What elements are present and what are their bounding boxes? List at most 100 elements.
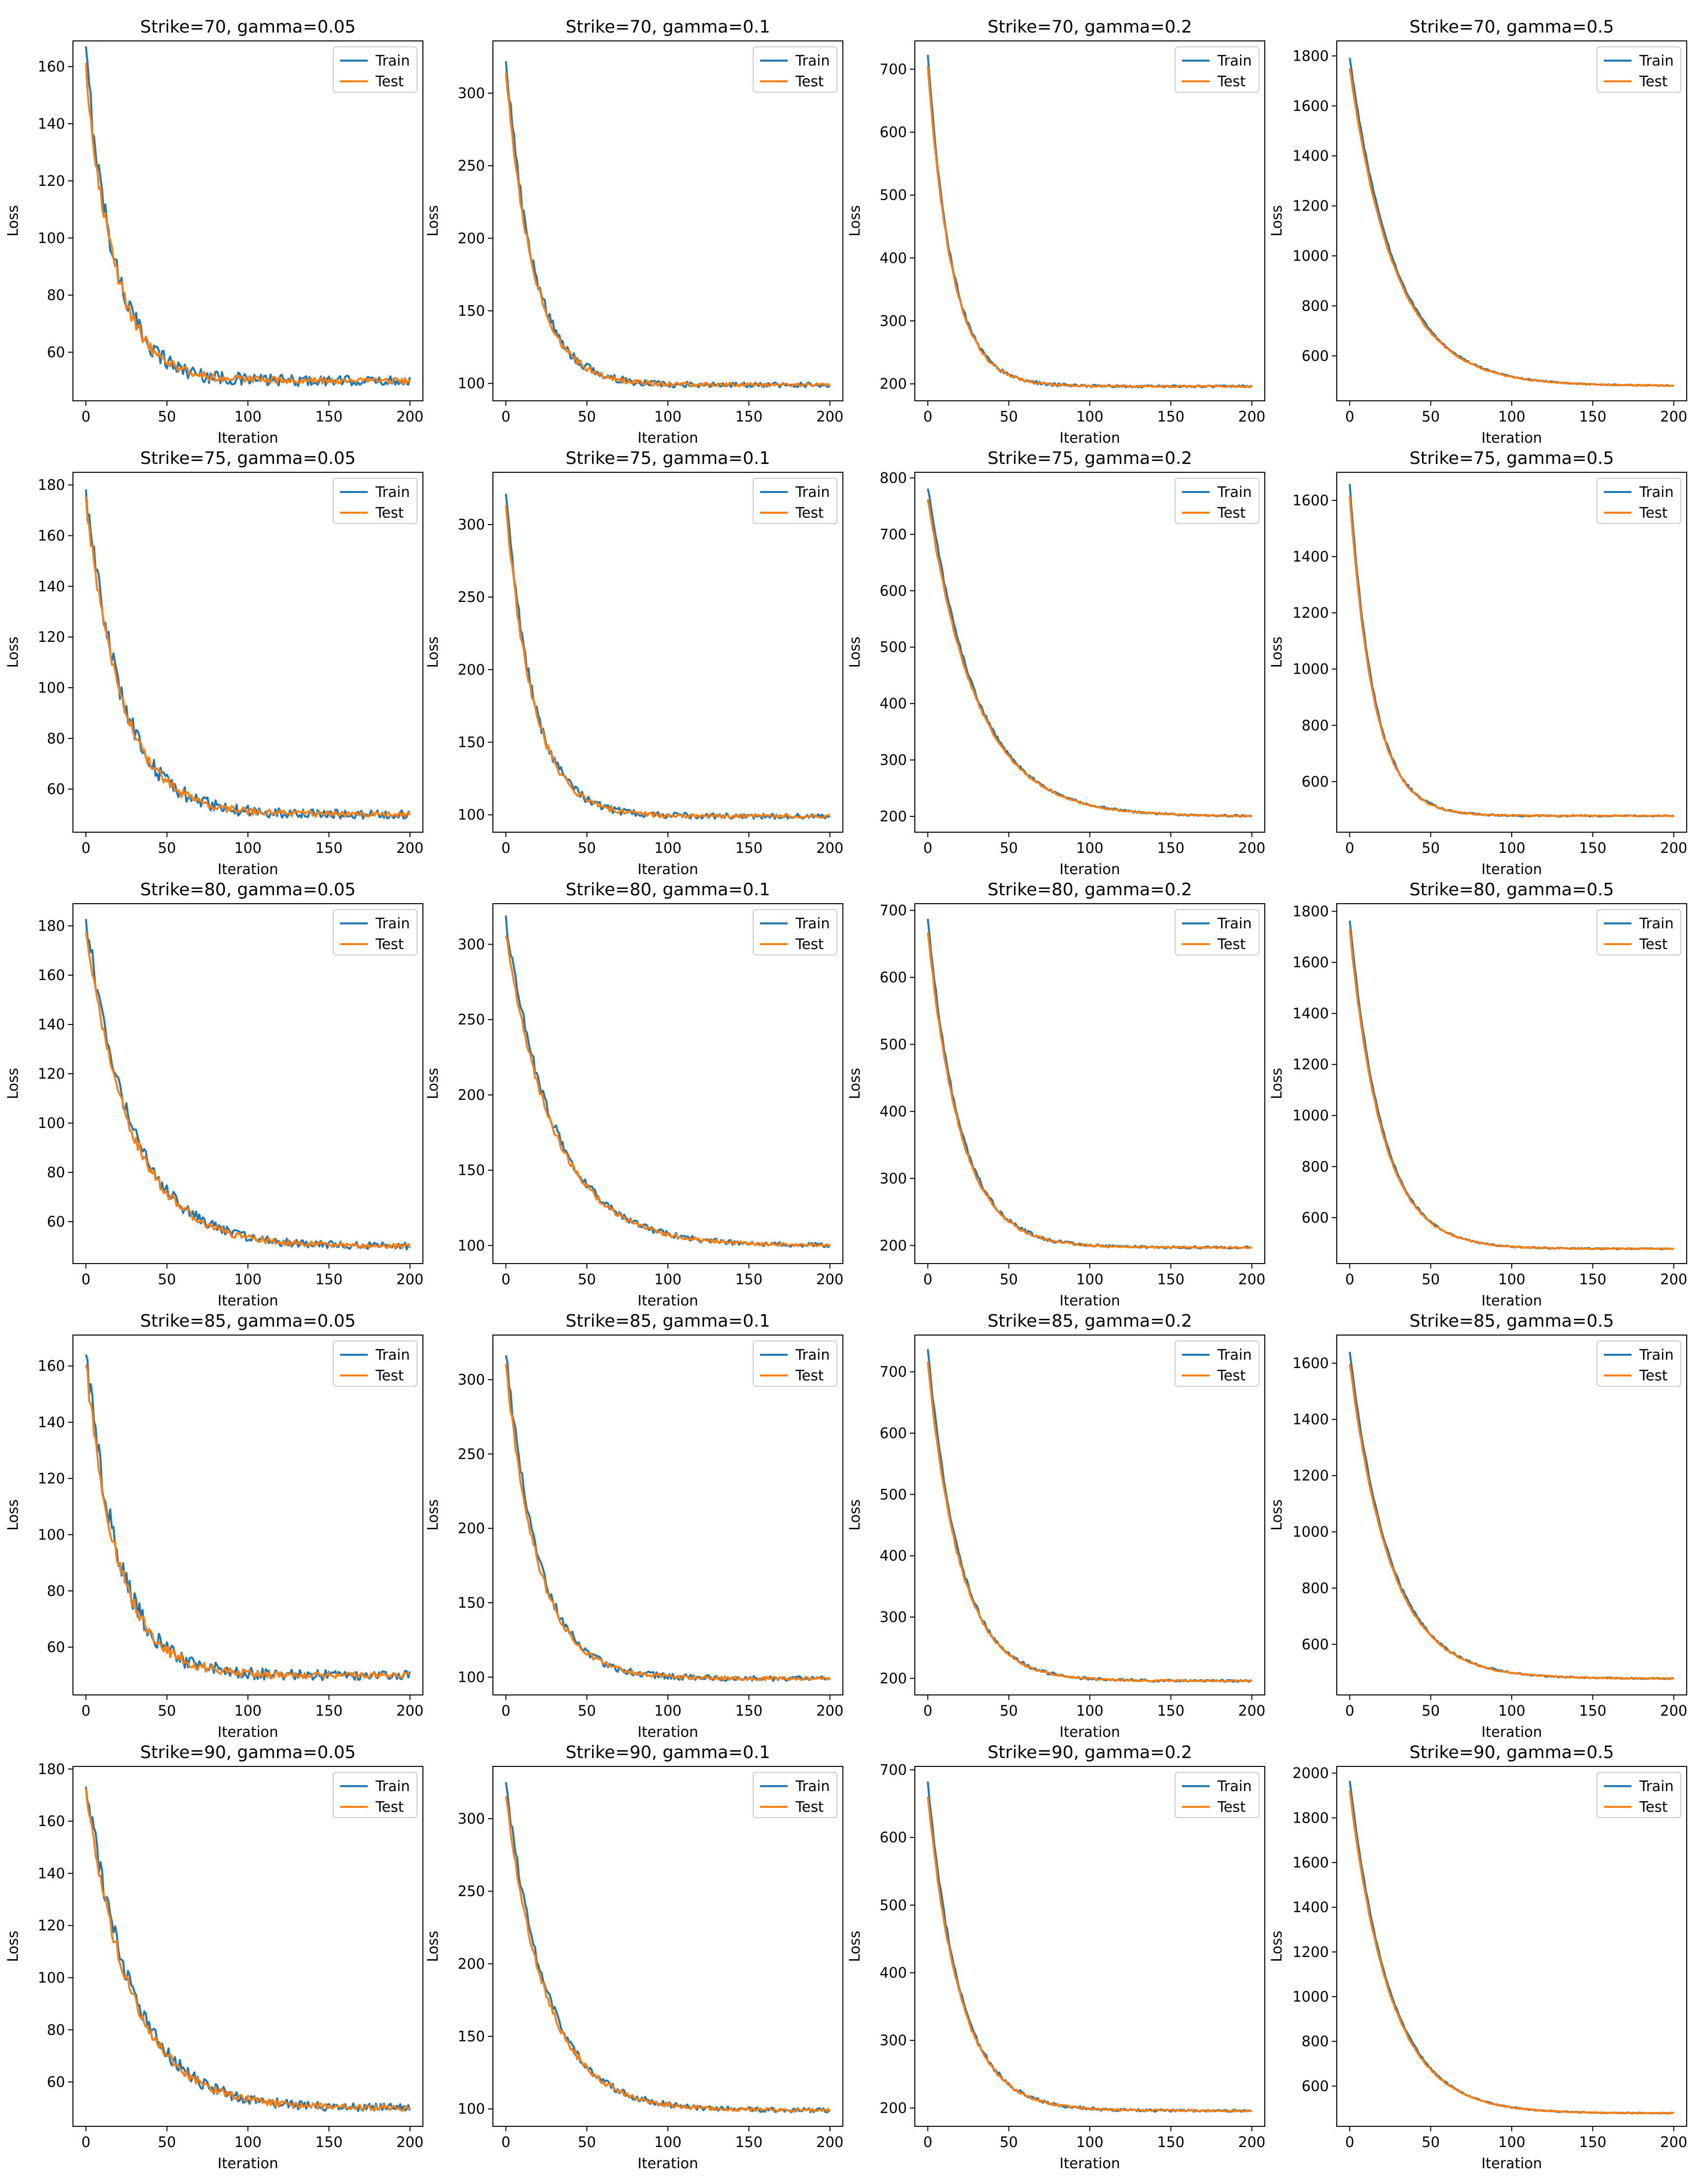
- y-tick-label: 250: [458, 1445, 485, 1462]
- legend: Train Test: [1175, 478, 1259, 524]
- x-tick-label: 0: [81, 1271, 90, 1288]
- x-tick-label: 200: [1238, 1271, 1265, 1288]
- subplot-16: 0 50 100 150 200 600 800 1000 1200 1400 1600 Strike…: [1268, 1311, 1687, 1740]
- x-tick-label: 200: [816, 1702, 843, 1719]
- x-tick-label: 100: [1076, 408, 1103, 425]
- y-axis-label: Loss: [846, 636, 863, 668]
- x-tick-label: 100: [1076, 1271, 1103, 1288]
- y-tick-label: 120: [38, 1065, 65, 1082]
- y-axis-label: Loss: [4, 1068, 21, 1099]
- y-tick-label: 100: [458, 1237, 485, 1254]
- subplot-title: Strike=80, gamma=0.05: [140, 880, 355, 900]
- axes-frame: [914, 903, 1265, 1264]
- y-tick-label: 600: [1302, 2078, 1329, 2094]
- axes-frame: [72, 472, 423, 833]
- y-tick-label: 150: [458, 734, 485, 751]
- y-axis-label: Loss: [846, 1931, 863, 1962]
- series-line-train: [927, 918, 1252, 1250]
- series-line-test: [1349, 1791, 1674, 2115]
- subplot-title: Strike=90, gamma=0.05: [140, 1743, 355, 1762]
- x-tick-label: 50: [1422, 1271, 1440, 1288]
- y-axis-label: Loss: [4, 205, 21, 237]
- y-tick-label: 80: [47, 1164, 65, 1181]
- y-tick-label: 1000: [1292, 661, 1329, 677]
- x-axis-label: Iteration: [217, 1724, 278, 1740]
- y-tick-label: 160: [38, 1813, 65, 1830]
- x-tick-label: 150: [1157, 840, 1184, 856]
- x-tick-label: 150: [315, 1271, 343, 1288]
- y-tick-label: 700: [880, 1761, 907, 1778]
- y-axis-label: Loss: [846, 1499, 863, 1531]
- series-line-train: [85, 1786, 411, 2112]
- series-line-test: [505, 72, 831, 387]
- x-tick-label: 100: [1498, 1702, 1525, 1719]
- x-tick-label: 200: [1660, 1702, 1687, 1719]
- y-tick-label: 120: [38, 629, 65, 645]
- axes-frame: [492, 1766, 843, 2127]
- subplot-11: 0 50 100 150 200 200 300 400 500 600 700 Strike=80,…: [846, 880, 1265, 1309]
- axes-frame: [914, 1335, 1265, 1695]
- subplot-title: Strike=70, gamma=0.2: [987, 17, 1192, 37]
- x-axis-label: Iteration: [1481, 861, 1542, 878]
- legend: Train Test: [333, 478, 417, 524]
- x-axis-label: Iteration: [217, 429, 278, 446]
- y-axis-label: Loss: [846, 205, 863, 237]
- x-axis-label: Iteration: [1059, 2155, 1120, 2172]
- y-tick-label: 180: [38, 1761, 65, 1777]
- legend: Train Test: [1597, 1772, 1681, 1818]
- axes-frame: [72, 1335, 423, 1695]
- x-tick-label: 150: [1579, 408, 1606, 425]
- legend: Train Test: [753, 46, 837, 93]
- y-tick-label: 300: [458, 1371, 485, 1388]
- y-tick-label: 1400: [1292, 147, 1329, 164]
- x-tick-label: 0: [923, 840, 932, 856]
- x-tick-label: 150: [315, 2134, 343, 2150]
- x-axis-label: Iteration: [637, 429, 698, 446]
- subplot-13: 0 50 100 150 200 60 80 100 120 140 160 Strike=85, g…: [4, 1311, 423, 1740]
- x-tick-label: 50: [1422, 2134, 1440, 2150]
- legend-label-test: Test: [1217, 1367, 1246, 1384]
- y-tick-label: 60: [47, 2074, 65, 2090]
- x-tick-label: 0: [1345, 408, 1354, 425]
- x-tick-label: 50: [158, 1271, 176, 1288]
- axes-frame: [492, 40, 843, 401]
- series-line-test: [505, 505, 831, 819]
- subplot-17: 0 50 100 150 200 60 80 100 120 140 160 180 Strike=90…: [4, 1743, 423, 2172]
- series-line-test: [1349, 929, 1674, 1250]
- y-tick-label: 140: [38, 115, 65, 132]
- y-tick-label: 200: [458, 230, 485, 247]
- series-line-train: [505, 61, 831, 388]
- x-tick-label: 100: [234, 840, 261, 856]
- x-tick-label: 0: [923, 2134, 932, 2150]
- series-line-test: [505, 935, 831, 1247]
- legend-label-train: Train: [375, 1778, 410, 1795]
- x-tick-label: 100: [1498, 2134, 1525, 2150]
- y-tick-label: 400: [880, 695, 907, 712]
- y-tick-label: 800: [1302, 717, 1329, 734]
- y-tick-label: 500: [880, 1897, 907, 1913]
- axes-frame: [914, 472, 1265, 833]
- series-line-train: [85, 1354, 411, 1681]
- y-tick-label: 160: [38, 528, 65, 544]
- y-axis-label: Loss: [4, 1931, 21, 1962]
- y-tick-label: 700: [880, 902, 907, 919]
- x-tick-label: 0: [1345, 2134, 1354, 2150]
- y-tick-label: 600: [1302, 773, 1329, 790]
- legend: Train Test: [753, 909, 837, 955]
- y-tick-label: 500: [880, 1036, 907, 1053]
- y-tick-label: 1800: [1292, 1809, 1329, 1826]
- y-tick-label: 250: [458, 1011, 485, 1028]
- subplot-20: 0 50 100 150 200 600 800 1000 1200 1400 1600 1800 20…: [1268, 1743, 1687, 2172]
- y-tick-label: 500: [880, 187, 907, 204]
- x-tick-label: 50: [1000, 2134, 1018, 2150]
- y-tick-label: 200: [880, 808, 907, 825]
- y-tick-label: 120: [38, 1917, 65, 1934]
- y-tick-label: 400: [880, 1548, 907, 1564]
- axes-frame: [914, 1766, 1265, 2127]
- x-tick-label: 100: [234, 408, 261, 425]
- y-tick-label: 100: [38, 1969, 65, 1986]
- series-line-test: [927, 932, 1252, 1249]
- legend-label-test: Test: [795, 73, 824, 90]
- y-tick-label: 150: [458, 303, 485, 319]
